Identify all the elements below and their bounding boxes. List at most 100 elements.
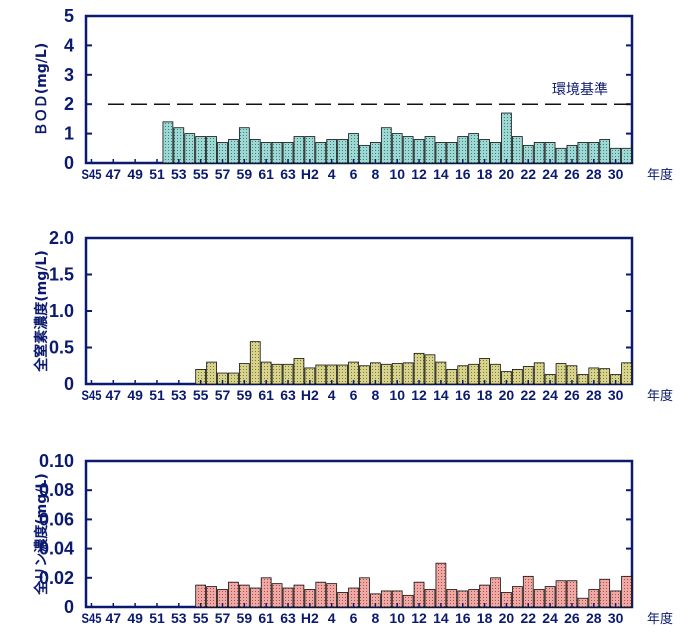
bar bbox=[490, 577, 501, 608]
x-tick-label: 18 bbox=[477, 166, 493, 182]
x-tick-label: 49 bbox=[127, 387, 143, 403]
bar bbox=[337, 139, 348, 164]
bar bbox=[446, 142, 458, 164]
bar bbox=[501, 112, 512, 164]
y-tick-label: 0.04 bbox=[39, 539, 74, 559]
x-tick-label: 49 bbox=[127, 610, 143, 626]
x-tick-label: 55 bbox=[193, 166, 209, 182]
bar bbox=[337, 592, 348, 608]
x-tick-label: 61 bbox=[258, 387, 274, 403]
bar bbox=[435, 562, 447, 608]
bar bbox=[228, 372, 239, 385]
bar bbox=[511, 368, 523, 385]
x-tick-label: 55 bbox=[193, 610, 209, 626]
x-tick-label: 61 bbox=[258, 610, 274, 626]
x-tick-label: 4 bbox=[328, 166, 336, 182]
x-tick-label: 12 bbox=[411, 166, 427, 182]
bar bbox=[599, 578, 611, 608]
x-tick-label: 6 bbox=[350, 387, 358, 403]
y-tick-label: 4 bbox=[64, 35, 74, 55]
x-tick-label: 24 bbox=[542, 166, 558, 182]
bar bbox=[359, 365, 370, 385]
bar bbox=[577, 597, 589, 608]
bar bbox=[621, 147, 632, 164]
x-tick-label: 18 bbox=[477, 387, 493, 403]
x-tick-label: 16 bbox=[455, 166, 471, 182]
x-tick-label: S45 bbox=[81, 610, 101, 626]
bar bbox=[599, 139, 611, 164]
y-tick-label: 2 bbox=[64, 94, 74, 114]
bar bbox=[380, 590, 392, 608]
bar bbox=[511, 136, 523, 164]
bar bbox=[391, 133, 403, 164]
x-tick-label: 24 bbox=[542, 387, 558, 403]
x-tick-label: 63 bbox=[280, 387, 296, 403]
x-tick-label: 4 bbox=[328, 610, 336, 626]
bar bbox=[555, 147, 567, 164]
x-tick-label: 59 bbox=[237, 166, 253, 182]
bar bbox=[424, 354, 436, 385]
x-tick-label: 47 bbox=[106, 387, 122, 403]
x-tick-label: 26 bbox=[564, 166, 580, 182]
bar bbox=[555, 363, 567, 385]
bar bbox=[380, 127, 392, 164]
x-tick-label: 8 bbox=[371, 387, 379, 403]
bar bbox=[621, 362, 632, 385]
x-tick-label: 4 bbox=[328, 387, 336, 403]
x-tick-label: 30 bbox=[608, 387, 624, 403]
x-tick-label: 10 bbox=[389, 166, 405, 182]
bar bbox=[555, 580, 567, 608]
y-tick-label: 1 bbox=[64, 124, 74, 144]
bar bbox=[315, 581, 327, 608]
bar bbox=[271, 142, 283, 164]
bar bbox=[511, 586, 523, 608]
x-tick-label: 47 bbox=[106, 166, 122, 182]
y-tick-label: 0 bbox=[64, 597, 74, 617]
x-tick-label: 8 bbox=[371, 166, 379, 182]
x-tick-label: 47 bbox=[106, 610, 122, 626]
plot-frame bbox=[84, 236, 634, 386]
bar bbox=[271, 363, 283, 385]
bar bbox=[490, 142, 501, 164]
x-tick-label: 20 bbox=[499, 166, 515, 182]
x-tick-label: 6 bbox=[350, 166, 358, 182]
bar bbox=[468, 133, 480, 164]
bar bbox=[359, 577, 370, 608]
x-tick-label: 12 bbox=[411, 610, 427, 626]
x-tick-label: 30 bbox=[608, 610, 624, 626]
x-tick-label: 20 bbox=[499, 610, 515, 626]
bar bbox=[249, 587, 261, 608]
y-axis-title: ＢＯＤ(mg/L) bbox=[34, 43, 50, 136]
bar bbox=[533, 589, 545, 608]
x-tick-label: 55 bbox=[193, 387, 209, 403]
x-tick-label: 24 bbox=[542, 610, 558, 626]
bar bbox=[184, 133, 196, 164]
bar bbox=[249, 341, 261, 385]
bar bbox=[337, 364, 348, 385]
y-tick-label: 0.10 bbox=[39, 451, 74, 471]
bar bbox=[249, 139, 261, 164]
bar bbox=[206, 361, 217, 385]
x-tick-label: H2 bbox=[301, 610, 319, 626]
x-tick-label: 6 bbox=[350, 610, 358, 626]
x-tick-label: 49 bbox=[127, 166, 143, 182]
plot-frame bbox=[84, 459, 634, 609]
bar bbox=[424, 136, 436, 164]
x-tick-label: H2 bbox=[301, 387, 319, 403]
x-tick-label: 28 bbox=[586, 387, 602, 403]
x-tick-label: H2 bbox=[301, 166, 319, 182]
x-tick-label: 59 bbox=[237, 610, 253, 626]
bar bbox=[402, 594, 414, 608]
x-tick-label: 51 bbox=[149, 610, 165, 626]
bar bbox=[206, 586, 217, 608]
x-tick-label: 57 bbox=[215, 387, 231, 403]
bar bbox=[533, 142, 545, 164]
x-tick-label: 22 bbox=[520, 166, 536, 182]
y-axis-title: 全窒素濃度(mg/L) bbox=[33, 250, 50, 372]
x-tick-label: S45 bbox=[81, 387, 101, 403]
bar bbox=[293, 358, 305, 385]
bar bbox=[402, 362, 414, 385]
y-tick-label: 0.02 bbox=[39, 568, 74, 588]
